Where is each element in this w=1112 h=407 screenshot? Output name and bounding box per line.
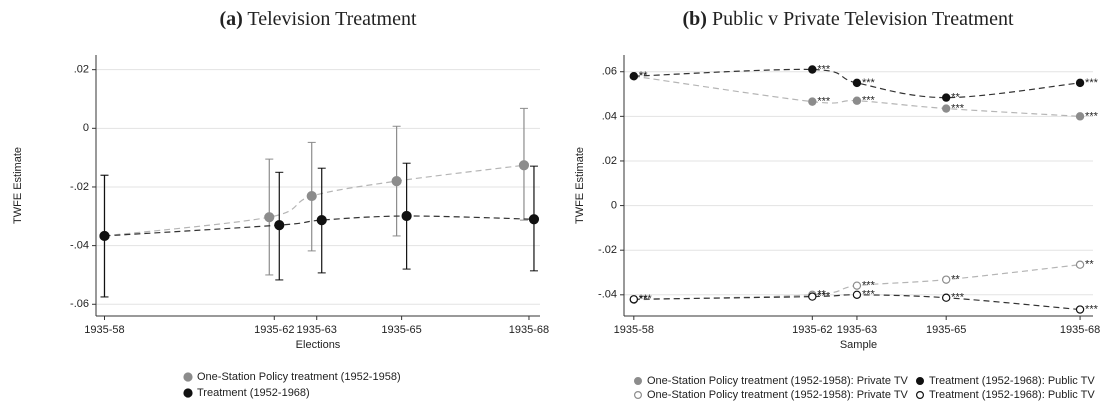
legend-marker bbox=[915, 391, 924, 400]
significance-stars: *** bbox=[817, 96, 831, 108]
point bbox=[316, 215, 327, 226]
panel-title: (b) Public v Private Television Treatmen… bbox=[683, 8, 1014, 30]
point bbox=[401, 210, 412, 222]
significance-stars: *** bbox=[862, 289, 876, 301]
significance-stars: *** bbox=[862, 280, 876, 292]
x-tick-label: 1935-68 bbox=[1060, 324, 1100, 336]
y-tick-label: .02 bbox=[602, 155, 617, 167]
point bbox=[941, 93, 951, 102]
y-tick-label: .02 bbox=[74, 64, 89, 76]
significance-stars: *** bbox=[951, 102, 965, 114]
y-tick-label: .06 bbox=[602, 66, 617, 78]
y-tick-label: -.02 bbox=[70, 181, 89, 193]
point bbox=[264, 212, 275, 223]
y-tick-label: -.04 bbox=[598, 289, 617, 301]
y-axis-title: TWFE Estimate bbox=[574, 147, 586, 224]
x-tick-label: 1935-58 bbox=[614, 324, 654, 336]
y-tick-label: -.06 bbox=[70, 298, 89, 310]
point bbox=[391, 176, 402, 187]
legend-marker bbox=[633, 391, 642, 400]
legend-marker bbox=[183, 388, 193, 398]
x-axis-title: Sample bbox=[840, 339, 877, 351]
x-tick-label: 1935-65 bbox=[926, 324, 966, 336]
point bbox=[629, 295, 639, 304]
significance-stars: *** bbox=[862, 95, 876, 107]
significance-stars: ** bbox=[951, 274, 960, 286]
point bbox=[1075, 260, 1085, 269]
significance-stars: *** bbox=[817, 63, 831, 75]
x-tick-label: 1935-62 bbox=[792, 324, 832, 336]
panel-label: (b) bbox=[683, 8, 707, 30]
x-tick-label: 1935-65 bbox=[381, 324, 421, 336]
significance-stars: *** bbox=[862, 77, 876, 89]
x-tick-label: 1935-62 bbox=[254, 324, 294, 336]
significance-stars: *** bbox=[1085, 77, 1099, 89]
significance-stars: *** bbox=[1085, 303, 1099, 315]
significance-stars: ** bbox=[639, 70, 648, 82]
point bbox=[941, 293, 951, 302]
significance-stars: ** bbox=[951, 92, 960, 104]
legend-label: Treatment (1952-1968) bbox=[197, 387, 310, 399]
point bbox=[274, 219, 285, 231]
y-tick-label: -.02 bbox=[598, 244, 617, 256]
point bbox=[528, 214, 540, 225]
point bbox=[852, 78, 862, 88]
panel-title: (a) Television Treatment bbox=[219, 8, 417, 30]
point bbox=[808, 292, 817, 301]
significance-stars: ** bbox=[817, 289, 826, 301]
point bbox=[306, 190, 317, 202]
point bbox=[852, 290, 862, 300]
point bbox=[808, 65, 817, 74]
significance-stars: *** bbox=[951, 292, 965, 304]
point bbox=[941, 275, 951, 284]
y-tick-label: -.04 bbox=[70, 240, 89, 252]
x-tick-label: 1935-68 bbox=[509, 324, 549, 336]
significance-stars: *** bbox=[1085, 110, 1099, 122]
significance-stars: ** bbox=[1085, 259, 1094, 271]
legend-label: Treatment (1952-1968): Public TV bbox=[929, 375, 1095, 387]
point bbox=[629, 71, 639, 81]
point bbox=[1075, 305, 1085, 314]
point bbox=[941, 104, 951, 113]
x-tick-label: 1935-63 bbox=[837, 324, 877, 336]
significance-stars: ** bbox=[639, 294, 648, 306]
series-line bbox=[633, 68, 1081, 99]
y-tick-label: .04 bbox=[602, 110, 617, 122]
legend-label: One-Station Policy treatment (1952-1958)… bbox=[647, 375, 909, 387]
point bbox=[99, 230, 110, 242]
point bbox=[808, 97, 817, 106]
panel-label: (a) bbox=[219, 8, 242, 30]
legend-label: One-Station Policy treatment (1952-1958)… bbox=[647, 389, 909, 401]
y-tick-label: 0 bbox=[611, 199, 617, 211]
panel-title-text: Public v Private Television Treatment bbox=[712, 8, 1014, 30]
significance-stars: ** bbox=[639, 70, 648, 82]
y-axis-title: TWFE Estimate bbox=[12, 147, 24, 224]
series-line bbox=[104, 164, 525, 237]
panel-title-text: Television Treatment bbox=[247, 8, 417, 30]
point bbox=[518, 160, 530, 171]
significance-stars: *** bbox=[817, 290, 831, 302]
legend-marker bbox=[633, 377, 642, 386]
point bbox=[852, 281, 862, 290]
legend-label: Treatment (1952-1968): Public TV bbox=[929, 389, 1095, 401]
point bbox=[1075, 112, 1085, 121]
significance-stars: *** bbox=[639, 293, 653, 305]
y-tick-label: 0 bbox=[83, 122, 89, 134]
x-tick-label: 1935-63 bbox=[297, 324, 337, 336]
x-axis-title: Elections bbox=[296, 339, 341, 351]
point bbox=[852, 96, 862, 105]
legend-label: One-Station Policy treatment (1952-1958) bbox=[197, 371, 401, 383]
point bbox=[1075, 78, 1085, 88]
legend-marker bbox=[915, 377, 924, 386]
legend-marker bbox=[183, 372, 193, 382]
x-tick-label: 1935-58 bbox=[84, 324, 124, 336]
